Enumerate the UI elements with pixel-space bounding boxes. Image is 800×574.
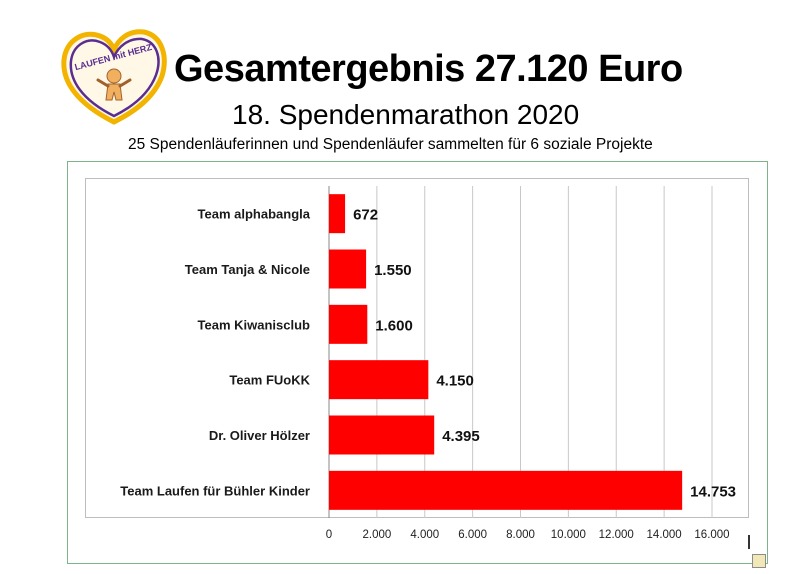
slide-thumbnail-icon xyxy=(752,554,766,568)
x-tick-label: 6.000 xyxy=(458,529,487,541)
category-label: Team Tanja & Nicole xyxy=(185,262,310,277)
x-tick-label: 4.000 xyxy=(410,529,439,541)
bar xyxy=(329,416,434,455)
x-tick-label: 8.000 xyxy=(506,529,535,541)
category-label: Team FUoKK xyxy=(229,373,310,388)
data-label: 14.753 xyxy=(690,483,736,500)
category-label: Team alphabangla xyxy=(198,207,311,222)
category-label: Team Kiwanisclub xyxy=(198,317,311,332)
x-tick-label: 10.000 xyxy=(551,529,586,541)
bar xyxy=(329,250,366,289)
category-label: Dr. Oliver Hölzer xyxy=(209,428,310,443)
data-label: 672 xyxy=(353,207,378,224)
category-label: Team Laufen für Bühler Kinder xyxy=(120,483,310,498)
x-tick-label: 2.000 xyxy=(362,529,391,541)
x-tick-label: 0 xyxy=(326,529,332,541)
x-tick-label: 12.000 xyxy=(599,529,634,541)
bar xyxy=(329,305,367,344)
data-label: 4.150 xyxy=(436,373,474,390)
x-tick-label: 14.000 xyxy=(647,529,682,541)
data-label: 1.600 xyxy=(375,317,413,334)
bar xyxy=(329,194,345,233)
divider xyxy=(748,535,750,549)
data-label: 1.550 xyxy=(374,262,412,279)
bar xyxy=(329,471,682,510)
bar xyxy=(329,360,428,399)
x-tick-label: 16.000 xyxy=(694,529,729,541)
data-label: 4.395 xyxy=(442,428,480,445)
